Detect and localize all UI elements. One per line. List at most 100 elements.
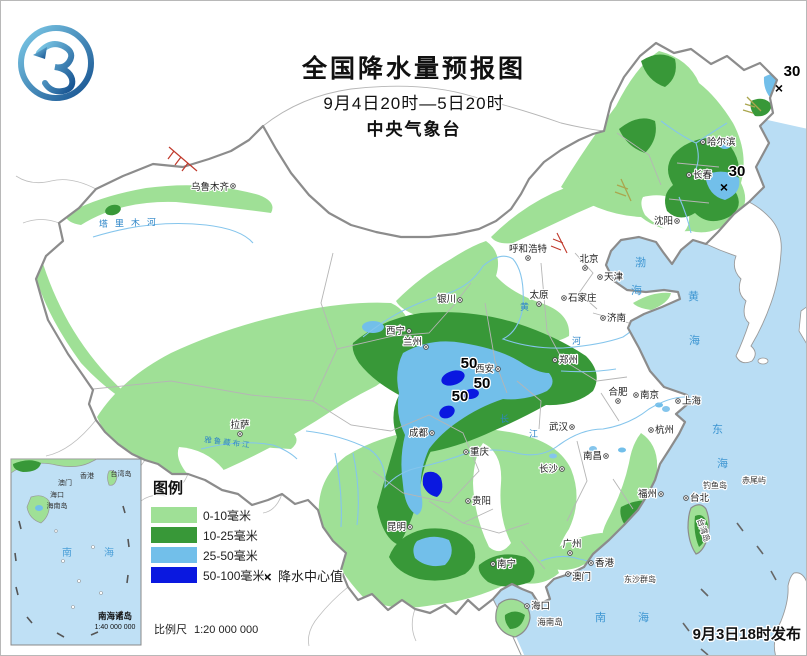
city-dot-center <box>685 497 687 499</box>
city-dot-center <box>599 276 601 278</box>
city-太原: 太原 <box>528 288 550 307</box>
city-香港: 香港 <box>588 556 616 570</box>
city-label: 武汉 <box>549 421 569 433</box>
city-长沙: 长沙 <box>538 462 565 476</box>
dragon-swirl-icon <box>36 41 76 95</box>
city-label: 福州 <box>638 488 657 500</box>
city-呼和浩特: 呼和浩特 <box>508 242 549 261</box>
precip-center-marker-symbol: × <box>263 569 272 586</box>
city-dot-center <box>526 605 528 607</box>
city-银川: 银川 <box>436 292 463 306</box>
city-label: 呼和浩特 <box>509 243 548 255</box>
city-哈尔滨: 哈尔滨 <box>700 135 737 149</box>
taiwan-border <box>687 504 710 555</box>
sea-label: 海 <box>717 456 729 470</box>
city-杭州: 杭州 <box>648 423 675 437</box>
sea-labels: 渤海 黄海东海南海 <box>595 256 729 624</box>
city-label: 哈尔滨 <box>707 136 736 148</box>
sea-label: 海 <box>689 333 701 347</box>
city-沈阳: 沈阳 <box>653 214 680 228</box>
city-dot-center <box>702 141 704 143</box>
inset-label: 海 <box>104 546 114 559</box>
map-scale-value: 1:20 000 000 <box>194 624 258 636</box>
hainan-border <box>495 598 531 638</box>
city-label: 北京 <box>579 253 598 265</box>
precip-value-annotation: 30× <box>720 162 747 195</box>
city-label: 杭州 <box>655 424 674 436</box>
city-dot-center <box>538 303 540 305</box>
city-label: 海口 <box>531 600 550 612</box>
city-label: 长沙 <box>539 463 559 475</box>
city-label: 拉萨 <box>230 419 250 431</box>
city-dot-center <box>602 317 604 319</box>
city-label: 沈阳 <box>654 215 673 227</box>
city-label: 石家庄 <box>568 292 597 304</box>
city-郑州: 郑州 <box>552 353 579 367</box>
city-海口: 海口 <box>524 599 551 613</box>
inset-label: 香港 <box>80 471 94 480</box>
nine-dash-line-main <box>682 522 777 655</box>
legend-swatch-0 <box>151 507 197 523</box>
city-dot-center <box>677 400 679 402</box>
island-label: 东沙群岛 <box>624 574 656 584</box>
precip-center-marker-label: 降水中心值 <box>278 569 343 584</box>
inset-islands <box>54 529 103 609</box>
city-label: 澳门 <box>572 571 591 583</box>
inset-coast-darkgreen <box>13 460 41 472</box>
precip-value-annotation: 30× <box>775 62 802 96</box>
city-label: 重庆 <box>470 446 490 458</box>
legend-swatch-1 <box>151 527 197 543</box>
city-南京: 南京 <box>633 388 660 402</box>
mongolia-north-border <box>262 85 605 132</box>
city-西宁: 西宁 <box>385 324 412 338</box>
city-dot-center <box>467 500 469 502</box>
header: 全国降水量预报图 9月4日20时—5日20时 中央气象台 <box>300 53 525 141</box>
inset-nine-dash-line <box>14 505 130 638</box>
island-label: 赤尾屿 <box>742 476 766 485</box>
city-dot-center <box>567 573 569 575</box>
precip-value-label: 30 <box>729 163 746 180</box>
city-label: 香港 <box>595 557 615 569</box>
city-西安: 西安 <box>474 362 501 376</box>
legend-label-1: 10-25毫米 <box>203 528 258 543</box>
sea-label: 渤 <box>635 256 647 269</box>
city-label: 西宁 <box>386 325 405 337</box>
city-武汉: 武汉 <box>548 420 575 434</box>
city-石家庄: 石家庄 <box>561 291 598 305</box>
agency-dragon-logo <box>18 25 94 101</box>
sea-label: 海 <box>631 283 643 297</box>
rivers <box>92 120 728 566</box>
inset-label: 南海诸岛 <box>98 611 132 621</box>
city-label: 银川 <box>437 293 456 305</box>
city-label: 南京 <box>640 389 659 401</box>
inset-hainan-blue <box>35 505 43 511</box>
precip-value-label: 50 <box>474 375 491 392</box>
city-长春: 长春 <box>686 168 714 182</box>
city-天津: 天津 <box>597 271 625 284</box>
japan-kyushu-edge <box>798 306 806 344</box>
city-dot-center <box>605 455 607 457</box>
city-label: 台北 <box>690 492 710 504</box>
city-dot-center <box>561 468 563 470</box>
legend-swatch-2 <box>151 547 197 563</box>
city-dot-center <box>554 359 556 361</box>
agency-name: 中央气象台 <box>367 119 462 139</box>
undefined-border-symbol-red-2 <box>550 232 568 254</box>
sea-label: 黄 <box>688 289 700 303</box>
precip-50-100mm-regions <box>422 370 479 497</box>
city-重庆: 重庆 <box>463 445 491 459</box>
inset-label: 澳门 <box>58 478 72 487</box>
legend: 图例 × 降水中心值 0-10毫米 10-25毫米 25-50毫米 50-100毫米 <box>151 478 344 587</box>
city-label: 济南 <box>607 312 626 324</box>
city-dot-center <box>459 299 461 301</box>
lakes <box>549 406 670 459</box>
city-dot-center <box>527 257 529 259</box>
city-label: 乌鲁木齐 <box>191 181 230 193</box>
undefined-border-symbol-red <box>167 146 198 172</box>
map-scale-label: 比例尺 <box>154 622 187 636</box>
city-济南: 济南 <box>600 311 627 325</box>
